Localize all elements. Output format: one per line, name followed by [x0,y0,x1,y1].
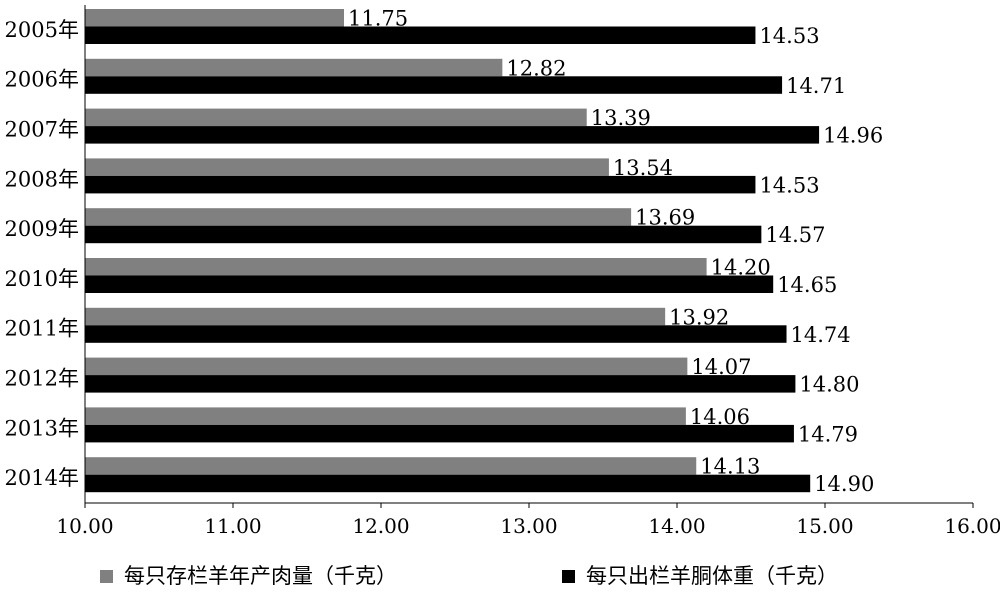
x-tick-label: 10.00 [56,514,113,538]
bar-series-1 [85,158,609,176]
bar-series-1 [85,357,688,376]
data-label-series-2: 14.65 [777,273,837,297]
data-label-series-1: 13.92 [669,305,729,329]
data-label-series-1: 14.07 [691,355,751,379]
bar-series-1 [85,208,632,226]
x-tick-label: 13.00 [500,514,557,538]
bar-series-1 [85,307,666,326]
bar-series-1 [85,58,503,77]
bar-series-2 [85,225,762,244]
category-label: 2007年 [5,118,79,142]
bar-series-2 [85,76,783,94]
x-tick-label: 14.00 [648,514,705,538]
bar-series-1 [85,258,707,276]
bar-series-2 [85,325,787,343]
category-label: 2010年 [5,267,79,291]
category-label: 2009年 [5,217,79,241]
legend-label-series-2: 每只出栏羊胴体重（千克） [586,564,838,588]
x-tick-label: 15.00 [796,514,853,538]
x-axis-ticks: 10.00 11.00 12.00 13.00 14.00 15.00 16.00 [56,503,1000,538]
bar-series-1 [85,457,697,475]
bar-series-2 [85,474,811,493]
category-label: 2006年 [5,68,79,92]
data-label-series-1: 14.20 [711,256,771,280]
category-label: 2005年 [5,18,79,42]
category-label: 2008年 [5,167,79,191]
legend-swatch-series-1 [100,570,113,583]
x-tick-label: 11.00 [204,514,261,538]
data-label-series-2: 14.57 [765,223,825,247]
data-label-series-2: 14.90 [814,472,874,496]
bar-series-2 [85,275,774,293]
bar-series-1 [85,108,587,127]
bar-series-2 [85,26,756,44]
legend-label-series-1: 每只存栏羊年产肉量（千克） [124,564,397,588]
legend-swatch-series-2 [562,570,575,583]
bar-series-2 [85,424,794,443]
bar-series-2 [85,175,756,194]
x-tick-label: 12.00 [352,514,409,538]
data-label-series-2: 14.74 [791,323,851,347]
data-label-series-2: 14.53 [759,173,819,197]
x-tick-label: 16.00 [944,514,1000,538]
data-labels: 11.75 14.53 12.82 14.71 13.39 14.96 13.54 14.53… [348,7,883,497]
data-label-series-1: 12.82 [506,56,566,80]
bar-series-2 [85,375,796,393]
data-label-series-1: 14.13 [700,455,760,479]
category-label: 2011年 [5,317,79,341]
category-label: 2012年 [5,367,79,391]
data-label-series-2: 14.79 [798,422,858,446]
bars-group [85,9,820,493]
data-label-series-2: 14.80 [799,373,859,397]
category-label: 2014年 [5,466,79,490]
bar-series-1 [85,9,344,27]
bar-series-2 [85,126,820,144]
data-label-series-2: 14.53 [759,24,819,48]
data-label-series-2: 14.71 [786,74,846,98]
data-label-series-1: 13.39 [591,106,651,130]
data-label-series-2: 14.96 [823,124,883,148]
bar-series-1 [85,407,686,425]
category-label: 2013年 [5,416,79,440]
data-label-series-1: 11.75 [348,7,408,31]
category-labels: 2005年 2006年 2007年 2008年 2009年 2010年 2011年 2012年… [5,18,79,490]
data-label-series-1: 14.06 [690,405,750,429]
data-label-series-1: 13.69 [635,206,695,230]
legend: 每只存栏羊年产肉量（千克） 每只出栏羊胴体重（千克） [100,564,838,588]
data-label-series-1: 13.54 [613,156,673,180]
